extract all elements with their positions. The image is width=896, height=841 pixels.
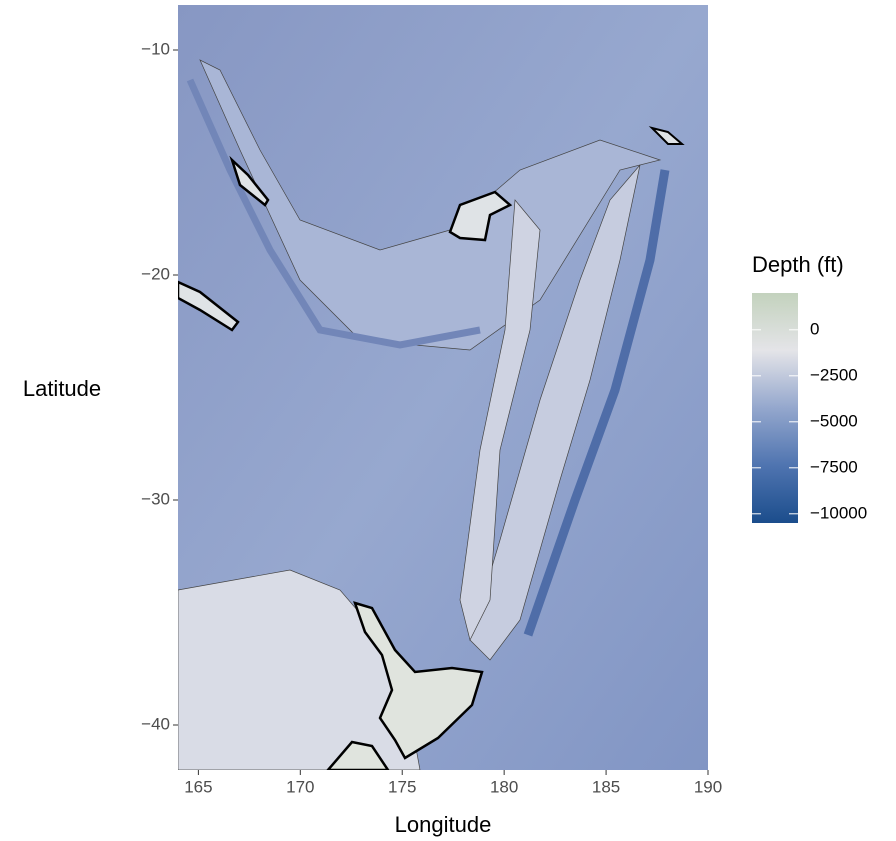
depth-raster (178, 5, 708, 770)
legend-tick-label: −2500 (810, 365, 858, 384)
y-tick-label: −20 (141, 264, 170, 283)
y-axis-title: Latitude (23, 376, 101, 401)
x-axis-title: Longitude (395, 812, 492, 837)
ridge (199, 59, 662, 351)
legend-title: Depth (ft) (752, 252, 844, 277)
island (648, 126, 685, 145)
north-island (353, 601, 484, 760)
lau-ridge (459, 199, 541, 642)
x-tick-label: 175 (388, 777, 416, 796)
x-tick-label: 180 (490, 777, 518, 796)
x-tick-label: 185 (592, 777, 620, 796)
tonga-ridge (469, 164, 641, 661)
y-tick-label: −10 (141, 39, 170, 58)
y-tick-label: −30 (141, 489, 170, 508)
legend-tick-label: 0 (810, 319, 819, 338)
island (448, 190, 513, 242)
island (229, 155, 270, 207)
colorbar (752, 293, 798, 523)
trench (523, 169, 670, 637)
south-island (326, 740, 390, 770)
x-tick-label: 165 (184, 777, 212, 796)
legend-tick-label: −10000 (810, 503, 867, 522)
y-tick-label: −40 (141, 714, 170, 733)
island (178, 280, 240, 332)
legend-tick-label: −5000 (810, 411, 858, 430)
x-tick-label: 190 (694, 777, 722, 796)
trench (186, 78, 481, 349)
x-tick-label: 170 (286, 777, 314, 796)
legend-tick-label: −7500 (810, 457, 858, 476)
